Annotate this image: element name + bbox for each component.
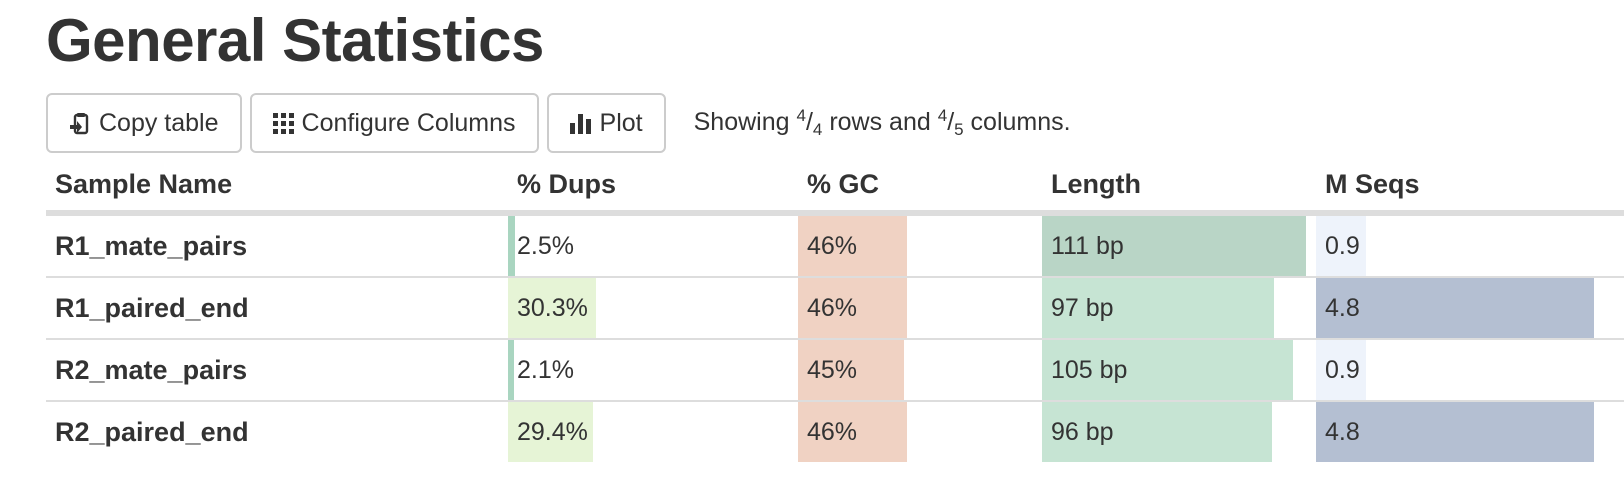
length-value: 97 bp (1051, 293, 1114, 322)
length-cell: 97 bp (1042, 276, 1316, 339)
mseqs-bar (1316, 340, 1366, 400)
gc-bar (798, 278, 907, 338)
column-header-gc[interactable]: % GC (798, 158, 1042, 216)
dups-bar (508, 278, 596, 338)
configure-columns-label: Configure Columns (301, 108, 516, 137)
length-bar (1042, 278, 1274, 338)
dups-cell: 2.1% (508, 338, 798, 401)
table-row: R2_paired_end 29.4% 46% 96 bp 4.8 (46, 400, 1624, 462)
length-value: 96 bp (1051, 417, 1114, 446)
page-title: General Statistics (46, 7, 544, 74)
length-bar (1042, 402, 1272, 462)
general-stats-table: Sample Name % Dups % GC Length M Seqs R1… (46, 158, 1624, 462)
dups-cell: 29.4% (508, 400, 798, 462)
table-summary: Showing 4/4 rows and 4/5 columns. (693, 106, 1071, 139)
sample-name-cell: R2_mate_pairs (46, 338, 508, 401)
mseqs-cell: 0.9 (1316, 338, 1624, 401)
clipboard-icon (70, 113, 89, 135)
dups-bar (508, 216, 515, 276)
gc-bar (798, 216, 907, 276)
column-header-dups[interactable]: % Dups (508, 158, 798, 216)
dups-bar (508, 340, 514, 400)
mseqs-value: 0.9 (1325, 231, 1360, 260)
mseqs-cell: 4.8 (1316, 400, 1624, 462)
grid-icon (272, 112, 294, 134)
mseqs-cell: 4.8 (1316, 276, 1624, 339)
gc-value: 46% (807, 293, 858, 322)
gc-value: 46% (807, 231, 858, 260)
gc-cell: 46% (798, 276, 1042, 339)
dups-value: 29.4% (517, 417, 588, 446)
gc-cell: 46% (798, 400, 1042, 462)
dups-bar (508, 402, 593, 462)
mseqs-value: 0.9 (1325, 355, 1360, 384)
mseqs-bar (1316, 216, 1366, 276)
table-row: R1_paired_end 30.3% 46% 97 bp 4.8 (46, 276, 1624, 339)
table-row: R1_mate_pairs 2.5% 46% 111 bp 0.9 (46, 213, 1624, 277)
mseqs-value: 4.8 (1325, 417, 1360, 446)
bar-chart-icon (569, 114, 591, 134)
plot-label: Plot (599, 108, 643, 137)
dups-cell: 30.3% (508, 276, 798, 339)
gc-bar (798, 402, 907, 462)
table-header-row: Sample Name % Dups % GC Length M Seqs (46, 158, 1624, 216)
configure-columns-button[interactable]: Configure Columns (249, 93, 539, 153)
mseqs-bar (1316, 402, 1594, 462)
column-header-mseqs[interactable]: M Seqs (1316, 158, 1624, 216)
length-value: 105 bp (1051, 355, 1128, 384)
gc-value: 45% (807, 355, 858, 384)
dups-value: 2.5% (517, 231, 574, 260)
column-header-length[interactable]: Length (1042, 158, 1316, 216)
mseqs-bar (1316, 278, 1594, 338)
length-bar (1042, 216, 1306, 276)
sample-name-cell: R1_paired_end (46, 276, 508, 339)
length-cell: 111 bp (1042, 213, 1316, 277)
gc-value: 46% (807, 417, 858, 446)
table-row: R2_mate_pairs 2.1% 45% 105 bp 0.9 (46, 338, 1624, 401)
copy-table-label: Copy table (99, 108, 219, 137)
column-header-sample-name[interactable]: Sample Name (46, 158, 508, 216)
mseqs-value: 4.8 (1325, 293, 1360, 322)
length-cell: 105 bp (1042, 338, 1316, 401)
length-value: 111 bp (1051, 231, 1124, 260)
dups-value: 30.3% (517, 293, 588, 322)
plot-button[interactable]: Plot (546, 93, 666, 153)
sample-name-cell: R1_mate_pairs (55, 230, 248, 261)
gc-cell: 46% (798, 213, 1042, 277)
sample-name-cell: R2_paired_end (46, 400, 508, 462)
dups-value: 2.1% (517, 355, 574, 384)
dups-cell: 2.5% (508, 213, 798, 277)
gc-bar (798, 340, 904, 400)
gc-cell: 45% (798, 338, 1042, 401)
length-cell: 96 bp (1042, 400, 1316, 462)
table-toolbar: Copy table Configure Columns Plot Showin… (46, 93, 1071, 153)
copy-table-button[interactable]: Copy table (46, 93, 242, 153)
mseqs-cell: 0.9 (1316, 213, 1624, 277)
length-bar (1042, 340, 1293, 400)
